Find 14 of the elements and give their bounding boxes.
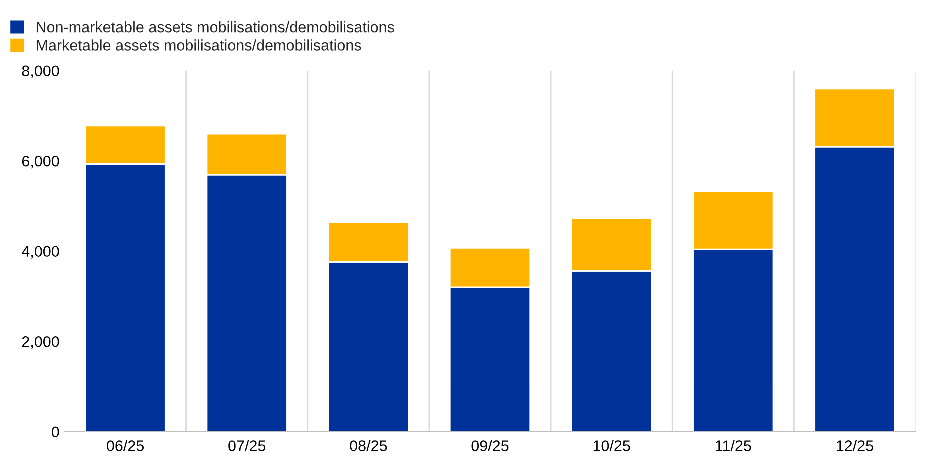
x-tick-label: 10/25 <box>594 440 630 452</box>
x-tick-label: 07/25 <box>228 440 266 452</box>
y-tick-label: 6,000 <box>22 156 60 169</box>
y-tick-label: 0 <box>52 426 60 438</box>
x-tick-label: 11/25 <box>716 440 752 452</box>
x-tick-label: 09/25 <box>472 440 509 452</box>
legend-label: Non-marketable assets mobilisations/demobilisations <box>36 22 394 33</box>
x-tick-label: 06/25 <box>107 440 144 452</box>
x-tick-label: 12/25 <box>837 440 874 452</box>
x-tick-label: 08/25 <box>350 440 388 452</box>
y-tick-label: 8,000 <box>22 66 60 78</box>
y-tick-label: 4,000 <box>22 246 60 259</box>
legend-label: Marketable assets mobilisations/demobilisations <box>36 40 362 51</box>
y-tick-label: 2,000 <box>22 336 60 350</box>
